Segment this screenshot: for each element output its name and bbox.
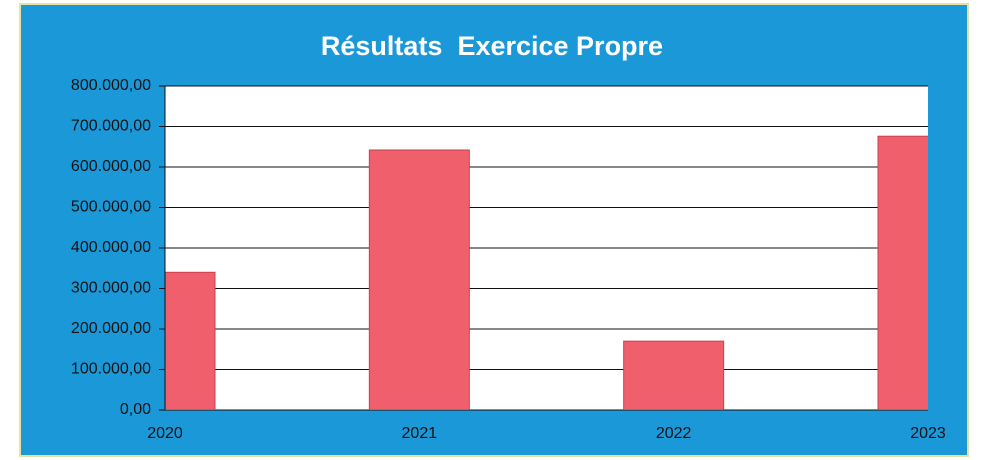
y-tick-label: 100.000,00 [71, 361, 151, 378]
x-tick-label: 2022 [656, 425, 692, 442]
y-tick-label: 300.000,00 [71, 280, 151, 297]
bar [623, 340, 725, 410]
x-tick-label: 2023 [910, 425, 946, 442]
bar [368, 149, 470, 410]
y-tick-label: 400.000,00 [71, 239, 151, 256]
y-tick-label: 600.000,00 [71, 158, 151, 175]
bar [877, 135, 928, 410]
chart-title: Résultats Exercice Propre [321, 31, 663, 61]
y-tick-label: 0,00 [120, 401, 151, 418]
x-tick-label: 2020 [147, 425, 183, 442]
x-tick-label: 2021 [402, 425, 438, 442]
y-tick-label: 200.000,00 [71, 320, 151, 337]
y-tick-label: 800.000,00 [71, 77, 151, 94]
bar [165, 271, 216, 410]
y-tick-label: 700.000,00 [71, 118, 151, 135]
y-tick-label: 500.000,00 [71, 199, 151, 216]
